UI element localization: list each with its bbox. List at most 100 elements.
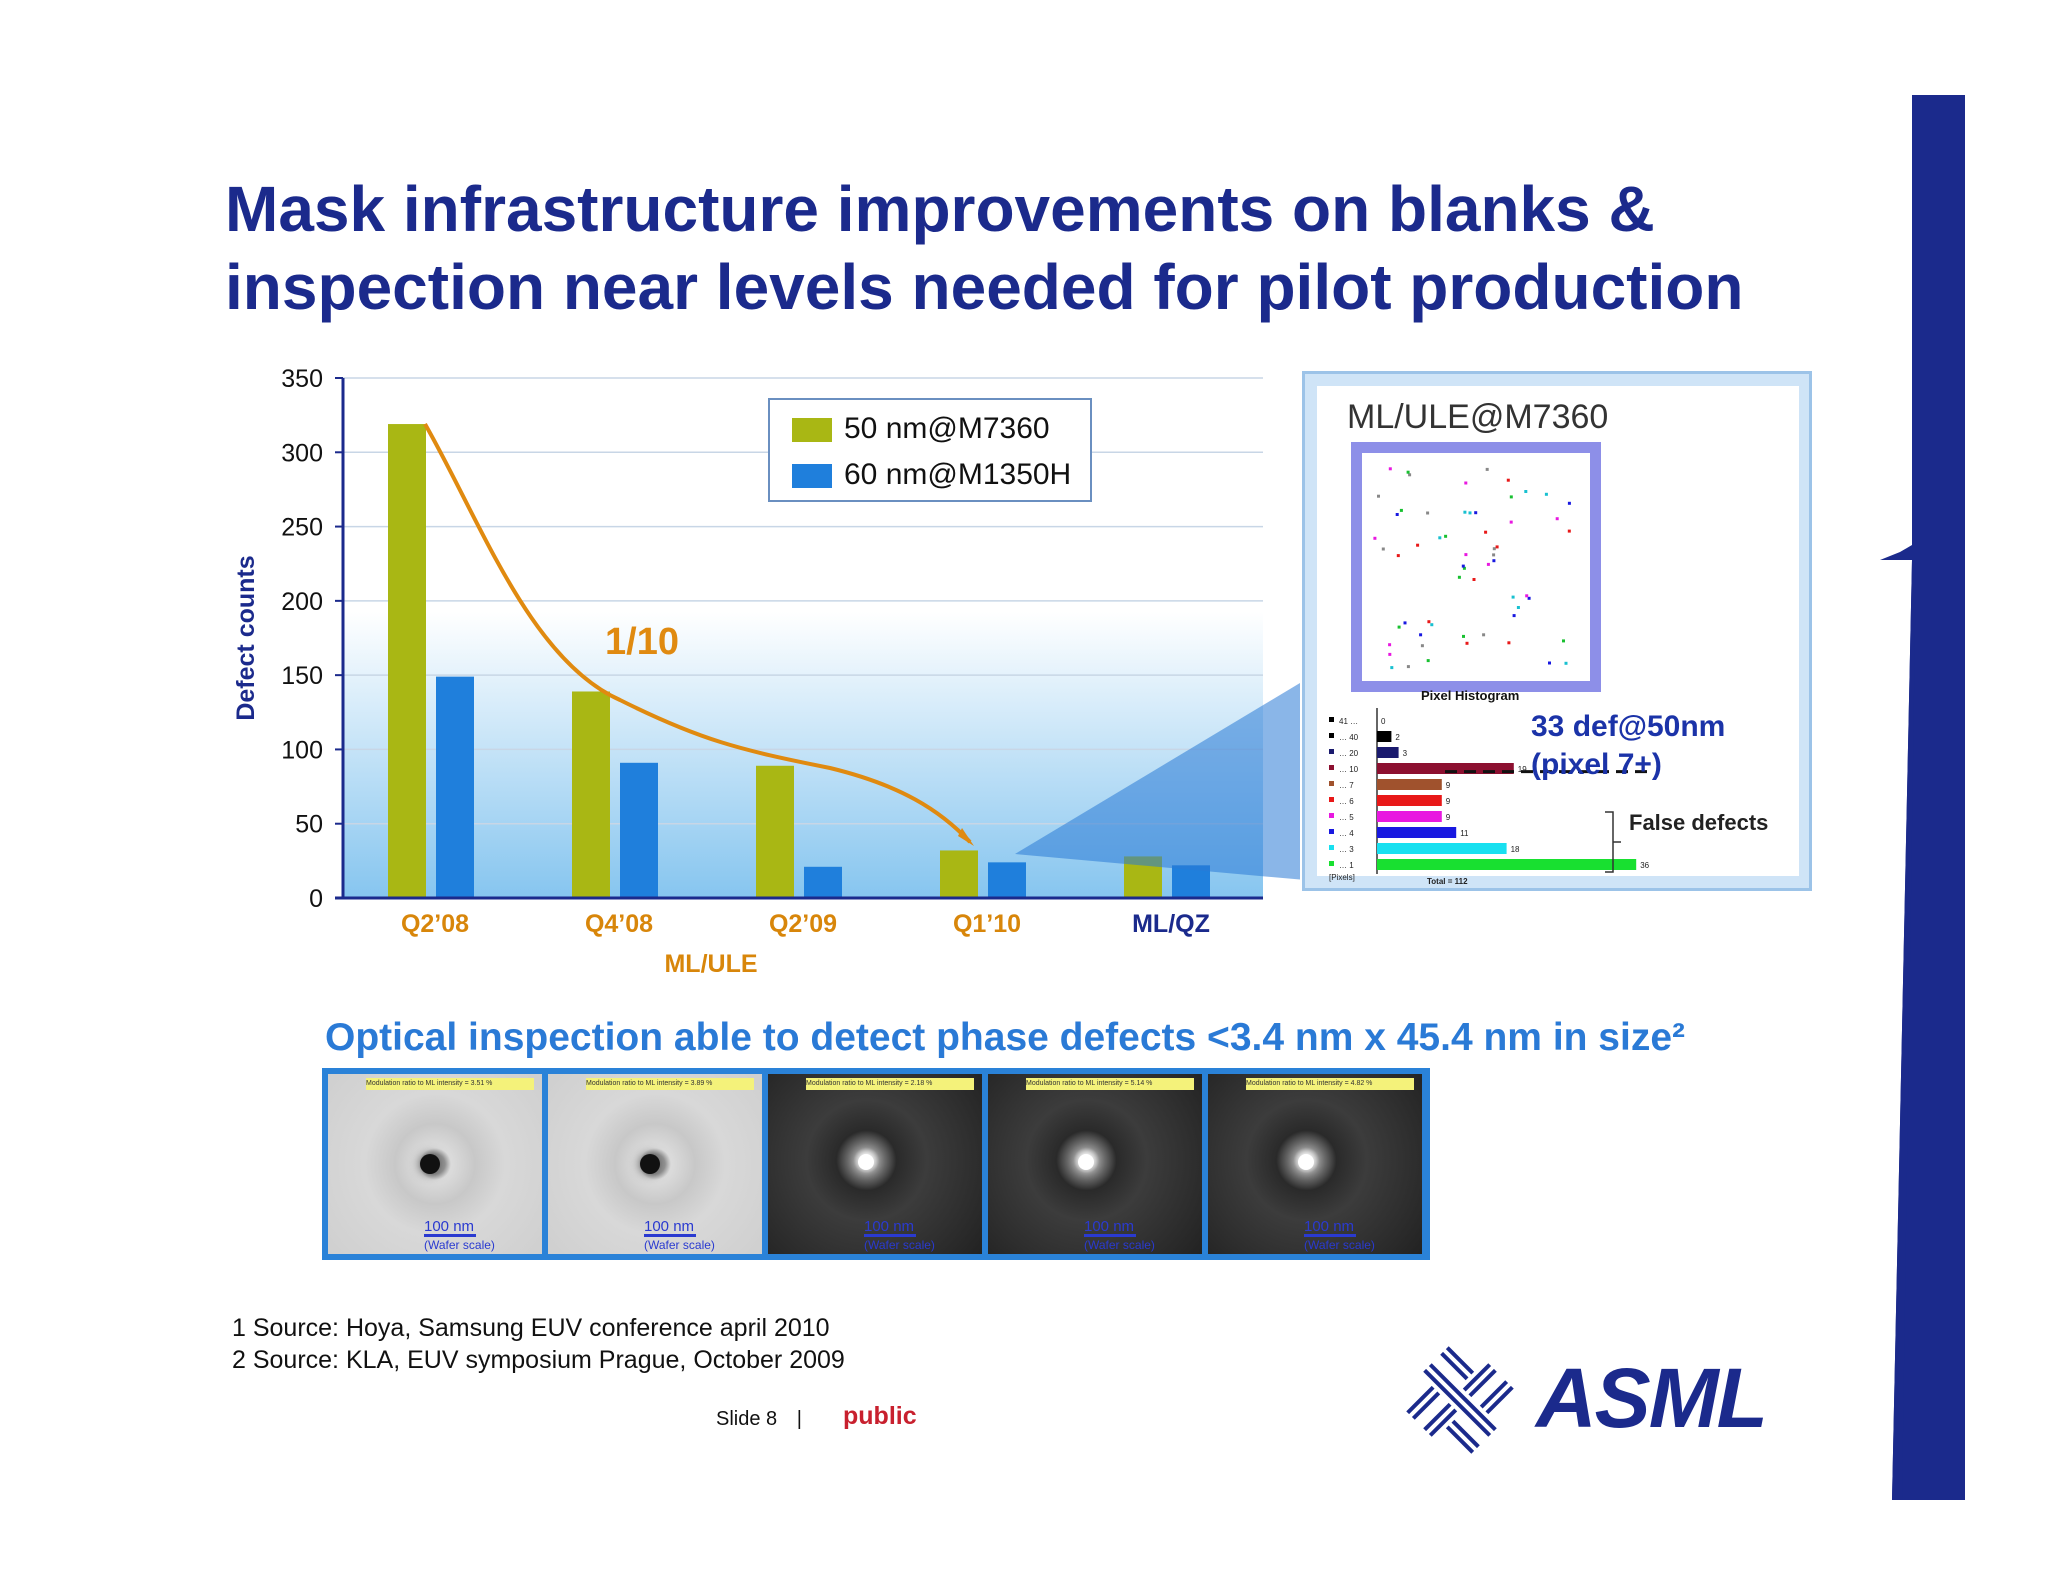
defect-count-line-1: 33 def@50nm [1531,710,1726,743]
micrograph-strip: Modulation ratio to ML intensity = 3.51 … [322,1068,1430,1260]
false-defects-bracket [1605,811,1621,873]
wafer-defect-dot [1564,661,1568,665]
histogram-swatch-5 [1329,781,1334,786]
micrograph-1: Modulation ratio to ML intensity = 3.51 … [328,1074,542,1254]
wafer-defect-dot [1486,562,1490,566]
wafer-defect-dot [1495,545,1499,549]
x-tick-label-2: Q4’08 [585,910,653,938]
section-subtitle: Optical inspection able to detect phase … [325,1016,1686,1059]
y-tick-label-350: 350 [281,365,323,393]
micrograph-defect-spot [420,1154,440,1174]
wafer-defect-dot [1524,490,1528,493]
title-line-1: Mask infrastructure improvements on blan… [225,173,1655,245]
wafer-defect-dot [1511,595,1515,599]
bar-2-1 [436,676,474,898]
wafer-defect-dot [1492,559,1496,563]
histogram-bar-10 [1377,859,1637,870]
micrograph-defect-spot [858,1154,874,1170]
histogram-bar-7 [1377,811,1442,822]
bar-1-3 [756,765,794,898]
histogram-row-label-7: … 5 [1339,813,1354,822]
inset-panel: ML/ULE@M7360 Pixel Histogram 41 … 0 … 40 2 …… [1317,386,1799,886]
histogram-row-label-9: … 3 [1339,845,1354,854]
micrograph-defect-spot [640,1154,660,1174]
micrograph-scale-note: (Wafer scale) [864,1238,935,1252]
wafer-defect-dot [1548,661,1551,665]
micrograph-scale-bar [864,1234,916,1237]
wafer-defect-dot [1426,659,1430,663]
micrograph-scale-note: (Wafer scale) [424,1238,495,1252]
wafer-defect-dot [1388,467,1392,471]
histogram-swatch-2 [1329,733,1334,738]
wafer-defect-dot [1462,634,1465,638]
histogram-swatch-1 [1329,717,1334,722]
classification-label: public [843,1402,917,1430]
asml-logo-mark [1406,1346,1514,1454]
page-title: Mask infrastructure improvements on blan… [225,170,1875,326]
wafer-defect-dot [1388,643,1392,647]
defect-dots [1373,467,1571,670]
wafer-defect-dot [1427,620,1431,624]
slide-number: Slide 8 | [716,1408,802,1431]
y-tick-label-100: 100 [281,736,323,764]
histogram-value-1: 0 [1381,717,1386,726]
wafer-defect-dot [1555,517,1559,521]
bar-1-2 [572,691,610,898]
y-tick-label-50: 50 [295,811,323,839]
pixel-histogram: 41 … 0 … 40 2 … 20 3 … 10 19 … 7 9 … 6 9 … 5 9 … 4 11 … … [1329,708,1650,886]
histogram-bar-8 [1377,827,1457,838]
inset-title: ML/ULE@M7360 [1347,398,1609,436]
bar-2-3 [804,866,842,898]
zoom-wedge [1015,683,1300,880]
histogram-total: Total = 112 [1427,877,1468,886]
wafer-defect-dot [1492,553,1496,557]
bar-1-1 [388,424,426,898]
wafer-defect-dot [1516,606,1520,609]
micrograph-scale-note: (Wafer scale) [1304,1238,1375,1252]
false-defects-label: False defects [1629,810,1769,835]
wafer-defect-map [1351,442,1601,692]
footer-separator: | [796,1408,802,1430]
defect-count-label: 33 def@50nm (pixel 7+) [1531,708,1725,784]
wafer-defect-dot [1492,547,1496,551]
histogram-swatch-4 [1329,765,1334,770]
wafer-defect-dot [1472,578,1476,581]
wafer-defect-dot [1388,652,1392,656]
histogram-bar-9 [1377,843,1507,854]
micrograph-scale-label: 100 nm [644,1218,695,1235]
micrograph-modulation-label: Modulation ratio to ML intensity = 4.82 … [1246,1078,1414,1090]
micrograph-scale-bar [644,1234,696,1237]
bar-2-4 [988,862,1026,898]
micrograph-modulation-label: Modulation ratio to ML intensity = 2.18 … [806,1078,974,1090]
wafer-defect-dot [1397,625,1401,629]
bar-1-4 [940,850,978,898]
micrograph-modulation-label: Modulation ratio to ML intensity = 3.89 … [586,1078,754,1090]
wafer-defect-dot [1419,633,1423,637]
histogram-bar-6 [1377,795,1442,806]
y-tick-label-300: 300 [281,439,323,467]
chart-legend: 50 nm@M7360 60 nm@M1350H [768,398,1092,502]
wafer-defect-dot [1507,641,1511,645]
y-axis-label: Defect counts [232,555,260,720]
wafer-defect-dot [1457,575,1461,579]
histogram-row-label-8: … 4 [1339,829,1354,838]
wafer-defect-dot [1482,633,1486,637]
x-group-label: ML/ULE [664,950,757,978]
wafer-defect-dot [1406,470,1410,474]
micrograph-scale-note: (Wafer scale) [644,1238,715,1252]
wafer-defect-dot [1399,508,1403,512]
histogram-row-label-1: 41 … [1339,717,1358,726]
wafer-defect-dot [1464,553,1468,557]
histogram-swatch-10 [1329,861,1334,866]
micrograph-3: Modulation ratio to ML intensity = 2.18 … [768,1074,982,1254]
histogram-bar-2 [1377,731,1392,742]
micrograph-modulation-label: Modulation ratio to ML intensity = 3.51 … [366,1078,534,1090]
wafer-defect-dot [1527,596,1531,600]
micrograph-2: Modulation ratio to ML intensity = 3.89 … [548,1074,762,1254]
trend-curve [423,423,972,844]
histogram-row-label-4: … 10 [1339,765,1359,774]
wafer-defect-dot [1395,513,1399,516]
trend-annotation: 1/10 [605,621,679,663]
legend-swatch-series-1 [792,418,832,442]
x-tick-label-4: Q1’10 [953,910,1021,938]
